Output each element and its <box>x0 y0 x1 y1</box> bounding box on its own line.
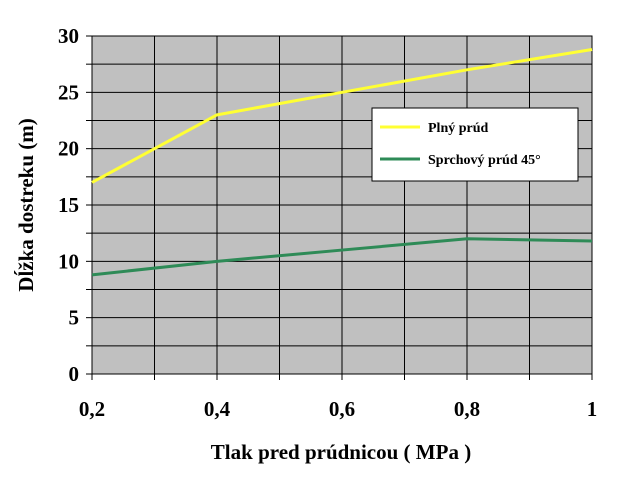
legend: Plný prúd Sprchový prúd 45° <box>372 108 578 181</box>
x-axis-label: Tlak pred prúdnicou ( MPa ) <box>211 440 471 464</box>
legend-label: Plný prúd <box>428 121 489 136</box>
y-tick-label: 5 <box>69 306 80 330</box>
legend-box <box>372 108 578 181</box>
x-tick-label: 0,6 <box>329 397 355 421</box>
y-tick-label: 15 <box>58 193 79 217</box>
x-tick-label: 0,2 <box>79 397 105 421</box>
y-tick-label: 10 <box>58 249 79 273</box>
x-tick-label: 1 <box>587 397 598 421</box>
y-axis-label: Dĺžka dostreku (m) <box>14 118 38 291</box>
y-tick-label: 20 <box>58 137 79 161</box>
y-tick-label: 30 <box>58 24 79 48</box>
y-tick-label: 0 <box>69 362 80 386</box>
y-tick-label: 25 <box>58 80 79 104</box>
legend-label: Sprchový prúd 45° <box>428 153 541 168</box>
x-tick-label: 0,4 <box>204 397 231 421</box>
x-tick-label: 0,8 <box>454 397 480 421</box>
